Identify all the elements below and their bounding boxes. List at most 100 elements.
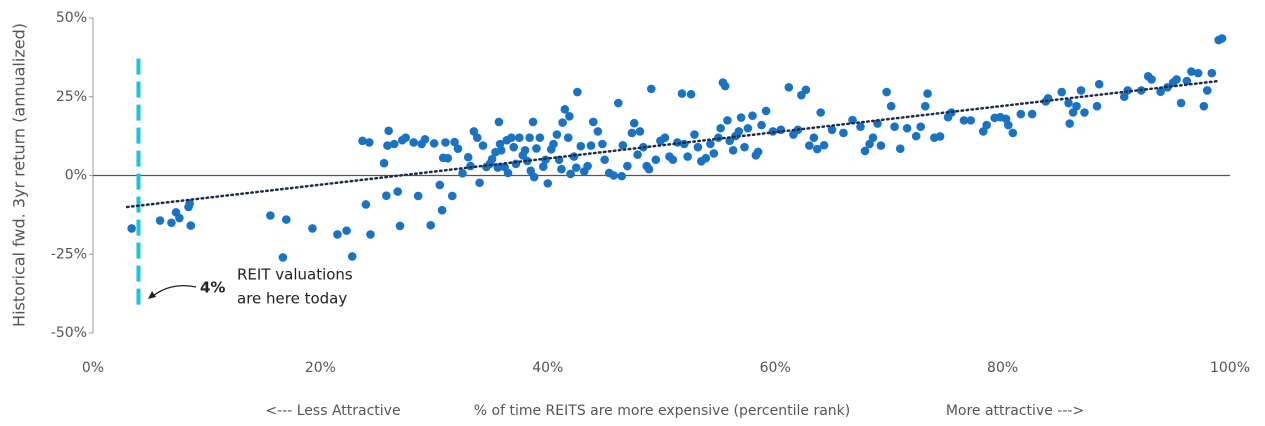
point — [586, 141, 596, 150]
y-tick-label: -25% — [51, 246, 87, 262]
point — [740, 142, 749, 152]
point — [609, 171, 619, 180]
point — [560, 105, 570, 114]
trendline — [125, 79, 1220, 209]
point — [487, 154, 497, 164]
point — [1016, 109, 1026, 119]
point — [784, 83, 794, 92]
point — [1172, 75, 1181, 84]
point — [618, 140, 628, 150]
point — [549, 139, 558, 149]
point — [443, 153, 453, 163]
point — [566, 169, 575, 179]
point — [748, 111, 757, 120]
point — [552, 130, 562, 139]
x-tick-label: 60% — [760, 360, 791, 376]
point — [441, 138, 450, 147]
point — [920, 101, 930, 111]
point — [935, 132, 945, 141]
point — [734, 127, 744, 136]
point — [1119, 92, 1129, 102]
y-tick-label: 25% — [56, 89, 87, 105]
point — [679, 139, 689, 149]
point — [155, 216, 165, 225]
point — [478, 141, 488, 150]
point — [728, 146, 738, 155]
point — [1092, 101, 1102, 111]
point — [593, 127, 603, 136]
point — [644, 164, 654, 174]
point — [1187, 67, 1196, 76]
point — [450, 137, 459, 147]
point — [1182, 76, 1192, 86]
point — [819, 140, 829, 150]
point — [382, 191, 391, 200]
point — [627, 128, 637, 138]
point — [167, 218, 176, 228]
point — [761, 106, 771, 116]
point — [886, 101, 896, 111]
point — [526, 166, 536, 176]
point — [496, 146, 506, 155]
annotation-arrowhead — [148, 291, 156, 299]
point — [923, 89, 932, 98]
point — [366, 230, 375, 239]
point — [447, 191, 457, 201]
point — [690, 130, 699, 139]
point — [576, 141, 586, 151]
annotation-arrow — [151, 284, 197, 298]
point — [384, 126, 393, 136]
point — [466, 161, 475, 171]
point — [185, 199, 194, 208]
point — [543, 179, 553, 188]
point — [736, 113, 746, 122]
point — [860, 146, 870, 156]
point — [720, 81, 730, 91]
point — [1076, 86, 1086, 95]
point — [175, 213, 184, 223]
point — [1199, 101, 1209, 111]
point — [571, 163, 581, 172]
point — [633, 150, 642, 160]
point — [308, 224, 317, 233]
point — [753, 147, 763, 157]
point — [651, 155, 661, 165]
point — [342, 226, 351, 235]
x-tick-label: 40% — [532, 360, 563, 376]
point — [127, 224, 136, 233]
point — [623, 161, 632, 171]
point — [395, 221, 405, 231]
point — [701, 153, 711, 163]
point — [816, 108, 825, 117]
y-tick-label: 0% — [65, 168, 87, 184]
point — [1217, 34, 1227, 43]
point — [911, 131, 921, 141]
point — [379, 158, 389, 168]
x-axis-label-left: <--- Less Attractive — [265, 403, 400, 419]
point — [557, 164, 566, 174]
point — [494, 117, 504, 127]
point — [383, 141, 392, 150]
point — [278, 253, 288, 262]
point — [429, 139, 439, 148]
annotation-line: are here today — [237, 290, 347, 308]
point — [361, 200, 371, 209]
point — [668, 155, 678, 165]
point — [413, 191, 423, 201]
point — [583, 161, 592, 171]
point — [528, 117, 538, 127]
point — [598, 139, 607, 149]
x-axis-label: % of time REITS are more expensive (perc… — [474, 403, 850, 419]
point — [617, 171, 627, 181]
point — [873, 119, 882, 128]
point — [529, 172, 539, 182]
point — [978, 127, 988, 136]
point — [1156, 87, 1165, 97]
reference-label: 4% — [200, 279, 225, 297]
point — [558, 118, 567, 127]
point — [573, 87, 582, 97]
point — [856, 122, 865, 131]
point — [393, 187, 403, 196]
point — [982, 120, 991, 130]
